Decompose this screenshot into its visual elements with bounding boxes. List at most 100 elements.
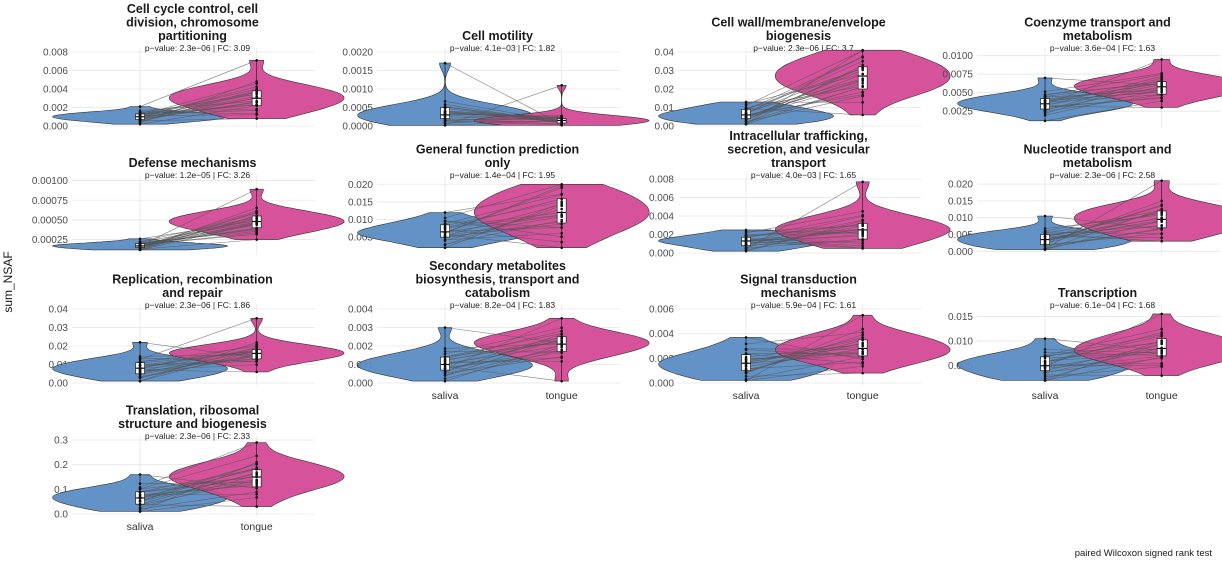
y-tick-label: 0.0050 bbox=[942, 88, 973, 99]
tongue-point bbox=[255, 223, 258, 226]
tongue-point bbox=[560, 219, 563, 222]
y-tick-label: 0.006 bbox=[649, 305, 674, 316]
tongue-point bbox=[255, 463, 258, 466]
y-tick-label: 0.0020 bbox=[342, 48, 373, 59]
panel-title: Translation, ribosomal bbox=[126, 404, 259, 418]
x-tick-label: tongue bbox=[847, 390, 879, 402]
tongue-point bbox=[1160, 331, 1163, 334]
tongue-point bbox=[255, 360, 258, 363]
tongue-point bbox=[861, 219, 864, 222]
tongue-point bbox=[560, 232, 563, 235]
saliva-point bbox=[745, 343, 748, 346]
tongue-point bbox=[1160, 335, 1163, 338]
stat-label: p−value: 2.3e−06 | FC: 1.86 bbox=[145, 300, 250, 310]
panel-title: Replication, recombination bbox=[112, 273, 272, 287]
x-tick-label: tongue bbox=[546, 390, 578, 402]
y-tick-label: 0.004 bbox=[348, 305, 373, 316]
y-tick-label: 0.010 bbox=[948, 337, 973, 348]
saliva-point bbox=[444, 105, 447, 108]
tongue-point bbox=[560, 120, 563, 123]
saliva-point bbox=[745, 123, 748, 126]
tongue-point bbox=[560, 214, 563, 217]
saliva-point bbox=[444, 347, 447, 350]
y-tick-label: 0.004 bbox=[43, 85, 68, 96]
saliva-point bbox=[139, 504, 142, 507]
saliva-point bbox=[1044, 99, 1047, 102]
y-tick-label: 0.00 bbox=[49, 379, 69, 390]
panel-title: Cell cycle control, cell bbox=[127, 2, 258, 16]
saliva-point bbox=[139, 482, 142, 485]
tongue-point bbox=[560, 356, 563, 359]
tongue-point bbox=[861, 362, 864, 365]
tongue-point bbox=[861, 233, 864, 236]
tongue-point bbox=[1160, 340, 1163, 343]
saliva-point bbox=[1044, 361, 1047, 364]
y-tick-label: 0.000 bbox=[649, 379, 674, 390]
tongue-point bbox=[1160, 236, 1163, 239]
saliva-point bbox=[444, 236, 447, 239]
stat-label: p−value: 3.6e−04 | FC: 1.63 bbox=[1050, 43, 1155, 53]
panel-title: Intracellular trafficking, bbox=[729, 129, 867, 143]
tongue-point bbox=[1160, 224, 1163, 227]
tongue-point bbox=[861, 333, 864, 336]
panel-title: metabolism bbox=[1063, 29, 1132, 43]
saliva-point bbox=[444, 103, 447, 106]
saliva-point bbox=[745, 375, 748, 378]
tongue-point bbox=[560, 349, 563, 352]
saliva-point bbox=[745, 379, 748, 382]
y-tick-label: 0.015 bbox=[948, 312, 973, 323]
saliva-point bbox=[745, 369, 748, 372]
saliva-point bbox=[444, 217, 447, 220]
panel-6: Intracellular trafficking,secretion, and… bbox=[649, 129, 950, 260]
y-tick-label: 0.0010 bbox=[342, 85, 373, 96]
stat-label: p−value: 6.1e−04 | FC: 1.68 bbox=[1050, 300, 1155, 310]
tongue-point bbox=[861, 210, 864, 213]
tongue-point bbox=[255, 355, 258, 358]
panel-title: metabolism bbox=[1063, 156, 1132, 170]
saliva-point bbox=[1044, 348, 1047, 351]
saliva-point bbox=[745, 358, 748, 361]
saliva-point bbox=[139, 361, 142, 364]
tongue-point bbox=[861, 49, 864, 52]
tongue-point bbox=[255, 505, 258, 508]
panel-title: only bbox=[485, 156, 511, 170]
y-axis-label: sum_NSAF bbox=[1, 251, 15, 312]
tongue-point bbox=[560, 198, 563, 201]
panel-11: Transcription0.0050.0100.015p−value: 6.1… bbox=[948, 286, 1222, 402]
tongue-point bbox=[861, 365, 864, 368]
tongue-point bbox=[560, 211, 563, 214]
saliva-point bbox=[444, 374, 447, 377]
tongue-point bbox=[1160, 313, 1163, 316]
panel-title: mechanisms bbox=[761, 286, 837, 300]
x-tick-label: saliva bbox=[1032, 390, 1059, 402]
tongue-point bbox=[560, 241, 563, 244]
panel-title: Nucleotide transport and bbox=[1024, 143, 1172, 157]
saliva-point bbox=[139, 123, 142, 126]
saliva-point bbox=[444, 369, 447, 372]
panel-title: catabolism bbox=[465, 286, 530, 300]
tongue-point bbox=[1160, 346, 1163, 349]
y-tick-label: 0.00100 bbox=[32, 176, 69, 187]
tongue-point bbox=[255, 210, 258, 213]
saliva-point bbox=[745, 242, 748, 245]
y-tick-label: 0.00050 bbox=[32, 215, 69, 226]
panel-title: Defense mechanisms bbox=[129, 156, 257, 170]
saliva-point bbox=[139, 488, 142, 491]
x-tick-label: tongue bbox=[1146, 390, 1178, 402]
y-tick-label: 0.002 bbox=[348, 342, 373, 353]
saliva-point bbox=[444, 362, 447, 365]
tongue-point bbox=[560, 339, 563, 342]
y-tick-label: 0.000 bbox=[649, 249, 674, 260]
tongue-point bbox=[861, 73, 864, 76]
tongue-point bbox=[861, 64, 864, 67]
tongue-point bbox=[255, 491, 258, 494]
tongue-point bbox=[861, 338, 864, 341]
saliva-point bbox=[444, 226, 447, 229]
saliva-point bbox=[1044, 355, 1047, 358]
panel-title: biosynthesis, transport and bbox=[416, 273, 580, 287]
tongue-point bbox=[1160, 228, 1163, 231]
tongue-point bbox=[560, 246, 563, 249]
tongue-point bbox=[861, 180, 864, 183]
panel-title: General function prediction bbox=[416, 143, 579, 157]
